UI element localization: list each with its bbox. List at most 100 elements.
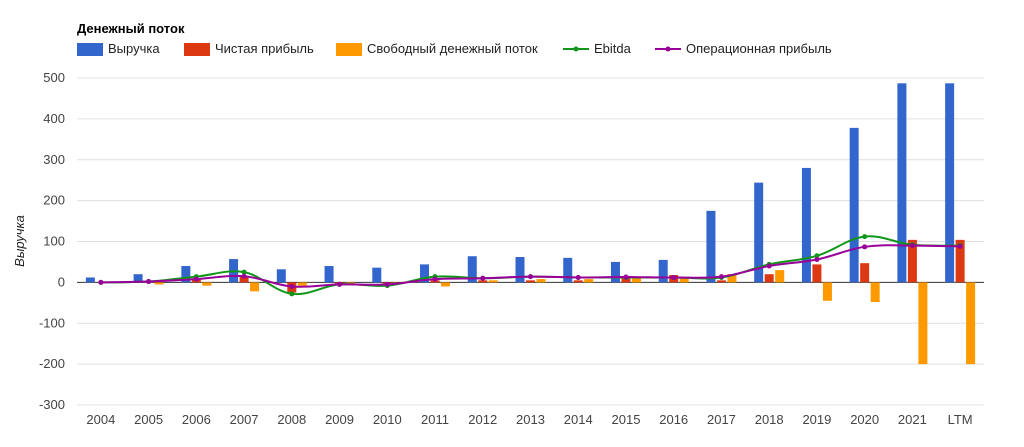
bar xyxy=(563,257,573,283)
bar xyxy=(250,282,260,292)
legend-swatch xyxy=(184,43,210,56)
x-tick-label: 2008 xyxy=(277,412,306,427)
bar xyxy=(420,264,430,283)
bar xyxy=(764,274,774,283)
line-series xyxy=(98,234,963,297)
legend: Выручка Чистая прибыль Свободный денежный … xyxy=(77,41,832,56)
series-point xyxy=(814,253,820,259)
x-tick-label: 2019 xyxy=(802,412,831,427)
legend-swatch xyxy=(77,43,103,56)
bar xyxy=(239,276,249,283)
x-tick-label: 2011 xyxy=(421,412,449,427)
y-tick-label: 400 xyxy=(43,111,65,126)
x-tick-label: LTM xyxy=(948,412,973,427)
series-point xyxy=(909,243,915,249)
bar xyxy=(276,269,286,283)
bar xyxy=(860,263,870,283)
bar xyxy=(754,182,764,283)
bar xyxy=(372,267,382,283)
bar xyxy=(324,266,334,283)
series-point xyxy=(289,291,295,297)
y-tick-label: -200 xyxy=(39,356,65,371)
x-tick-label: 2016 xyxy=(659,412,688,427)
bar xyxy=(536,279,546,283)
series-point xyxy=(718,274,724,280)
bar xyxy=(870,282,880,302)
series-point xyxy=(480,275,486,281)
y-tick-label: -300 xyxy=(39,397,65,412)
x-axis-ticks: 2004 2005 2006 2007 2008 2009 2010 2011 2012 2013… xyxy=(86,412,972,427)
bar xyxy=(610,261,620,283)
bar xyxy=(297,282,307,286)
x-tick-label: 2017 xyxy=(707,412,736,427)
bar xyxy=(133,274,143,283)
y-tick-label: 0 xyxy=(58,274,65,289)
bar xyxy=(918,282,928,365)
legend-item: Свободный денежный поток xyxy=(336,41,538,56)
legend-marker xyxy=(573,46,579,52)
series-point xyxy=(528,274,533,280)
series-point xyxy=(337,281,343,287)
series-point xyxy=(957,243,963,249)
legend-item: Ebitda xyxy=(563,41,632,56)
bar xyxy=(706,210,716,283)
series-point xyxy=(766,263,772,269)
x-tick-label: 2010 xyxy=(373,412,402,427)
series-point xyxy=(289,283,295,289)
bar xyxy=(181,266,191,283)
y-axis-ticks: 500 400 300 200 100 0 -100 -200 -300 xyxy=(39,70,65,412)
x-tick-label: 2009 xyxy=(325,412,354,427)
bar xyxy=(202,282,212,286)
bar xyxy=(945,83,955,283)
bar xyxy=(478,280,488,283)
y-tick-label: 200 xyxy=(43,193,65,208)
series-point xyxy=(623,274,629,280)
series-point xyxy=(814,256,820,262)
x-tick-label: 2018 xyxy=(755,412,784,427)
series-point xyxy=(432,276,438,282)
bar xyxy=(441,282,451,287)
bar xyxy=(515,257,525,283)
bar xyxy=(467,256,477,283)
bar xyxy=(573,280,583,283)
legend-label: Выручка xyxy=(108,41,160,56)
series-point xyxy=(241,269,247,275)
series-point xyxy=(241,273,247,279)
grid-lines xyxy=(77,77,984,406)
legend-marker xyxy=(665,46,671,52)
bar xyxy=(801,167,811,283)
x-tick-label: 2007 xyxy=(230,412,259,427)
legend-item: Чистая прибыль xyxy=(184,41,314,56)
bar xyxy=(822,282,832,301)
y-axis-label: Выручка xyxy=(12,215,27,267)
legend-label: Чистая прибыль xyxy=(215,41,314,56)
x-tick-label: 2005 xyxy=(134,412,163,427)
bar xyxy=(526,280,535,283)
y-tick-label: 300 xyxy=(43,152,65,167)
bar xyxy=(812,264,822,283)
x-tick-label: 2021 xyxy=(898,412,927,427)
bar xyxy=(716,280,726,283)
bar xyxy=(584,279,594,283)
legend-label: Операционная прибыль xyxy=(686,41,832,56)
x-tick-label: 2014 xyxy=(564,412,593,427)
series-point xyxy=(193,276,199,282)
x-tick-label: 2020 xyxy=(850,412,879,427)
bar xyxy=(488,280,498,283)
y-tick-label: 500 xyxy=(43,70,65,85)
legend-swatch xyxy=(336,43,362,56)
x-tick-label: 2004 xyxy=(86,412,115,427)
series-point xyxy=(384,281,390,287)
bar xyxy=(907,239,917,283)
legend-label: Ebitda xyxy=(594,41,632,56)
bar xyxy=(897,83,907,283)
series-point xyxy=(146,279,152,285)
x-tick-label: 2006 xyxy=(182,412,211,427)
legend-label: Свободный денежный поток xyxy=(367,41,538,56)
bar-series xyxy=(85,83,976,365)
series-point xyxy=(98,279,104,285)
legend-item: Выручка xyxy=(77,41,160,56)
bar xyxy=(727,274,737,283)
bar xyxy=(658,259,668,283)
